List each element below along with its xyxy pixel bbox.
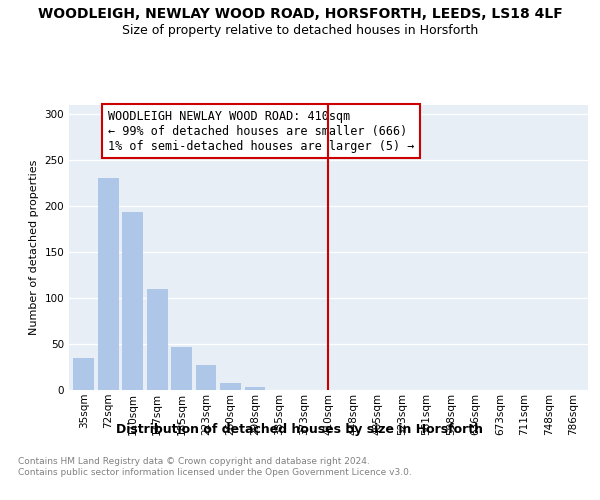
Bar: [171, 347, 192, 390]
Y-axis label: Number of detached properties: Number of detached properties: [29, 160, 39, 335]
Bar: [245, 387, 265, 390]
Text: WOODLEIGH NEWLAY WOOD ROAD: 410sqm
← 99% of detached houses are smaller (666)
1%: WOODLEIGH NEWLAY WOOD ROAD: 410sqm ← 99%…: [108, 110, 415, 152]
Text: Size of property relative to detached houses in Horsforth: Size of property relative to detached ho…: [122, 24, 478, 37]
Text: Distribution of detached houses by size in Horsforth: Distribution of detached houses by size …: [116, 422, 484, 436]
Bar: [73, 358, 94, 390]
Text: Contains HM Land Registry data © Crown copyright and database right 2024.
Contai: Contains HM Land Registry data © Crown c…: [18, 458, 412, 477]
Bar: [122, 212, 143, 390]
Bar: [98, 178, 119, 390]
Bar: [147, 289, 167, 390]
Text: WOODLEIGH, NEWLAY WOOD ROAD, HORSFORTH, LEEDS, LS18 4LF: WOODLEIGH, NEWLAY WOOD ROAD, HORSFORTH, …: [38, 8, 562, 22]
Bar: [196, 365, 217, 390]
Bar: [220, 382, 241, 390]
